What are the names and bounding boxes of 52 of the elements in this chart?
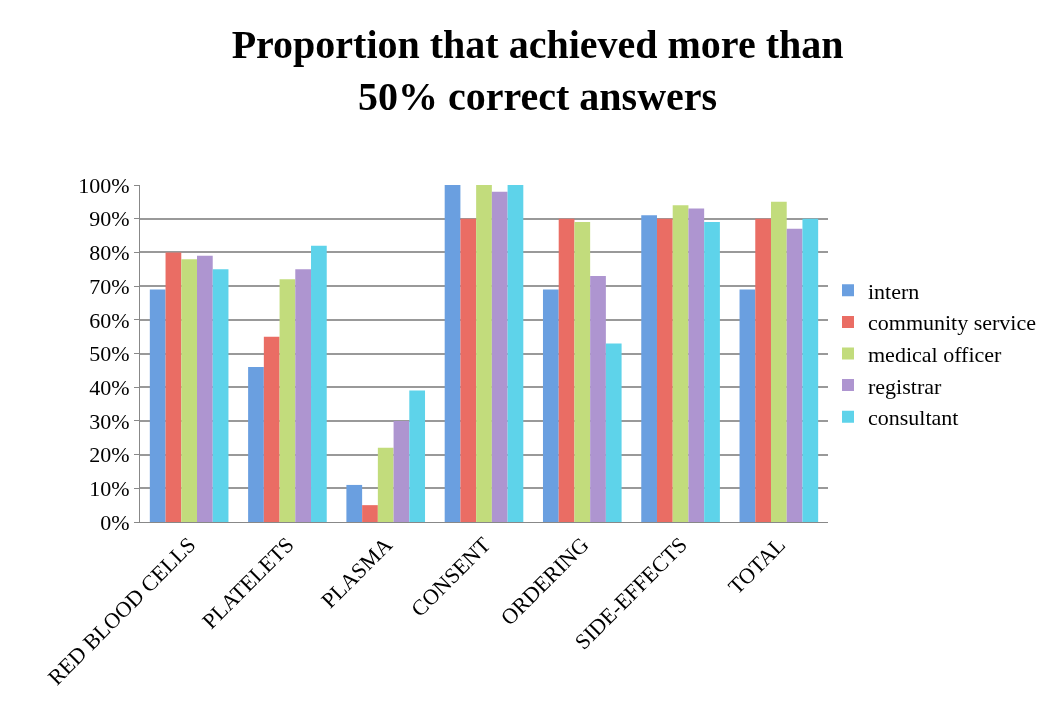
bar <box>491 191 508 522</box>
bar <box>672 205 689 522</box>
bar <box>165 252 182 522</box>
y-tick-label: 70% <box>89 273 130 299</box>
y-tick-label: 10% <box>89 476 130 501</box>
bar <box>656 218 673 522</box>
bar <box>786 228 803 522</box>
y-tick-label: 50% <box>89 341 130 367</box>
bar <box>295 269 312 522</box>
bar <box>704 222 720 522</box>
legend-label: medical officer <box>868 342 1003 368</box>
bar <box>409 390 426 522</box>
bar <box>181 259 198 522</box>
legend-label: community service <box>868 310 1037 336</box>
bar <box>460 218 477 522</box>
bar <box>311 245 327 522</box>
y-tick-label: 90% <box>89 206 130 232</box>
y-tick-label: 60% <box>89 307 130 333</box>
bar <box>802 218 819 522</box>
bar <box>507 185 524 522</box>
y-tick-label: 0% <box>100 509 130 535</box>
bar <box>377 447 394 522</box>
bar <box>279 279 296 522</box>
bar <box>688 208 705 522</box>
legend-label: registrar <box>868 373 942 399</box>
y-tick-label: 20% <box>89 442 130 468</box>
bar <box>346 484 363 522</box>
bar <box>362 505 378 522</box>
y-tick-label: 30% <box>89 408 130 434</box>
bar <box>212 269 229 522</box>
bar <box>476 185 492 522</box>
bar <box>605 343 622 522</box>
bar <box>590 275 606 522</box>
y-tick-label: 100% <box>78 172 130 198</box>
bar <box>574 222 591 522</box>
bar <box>444 185 461 522</box>
bar <box>739 289 756 522</box>
legend-label: consultant <box>868 405 959 431</box>
bar <box>770 201 787 522</box>
bar <box>248 366 264 522</box>
bar <box>149 289 166 522</box>
bar <box>542 289 559 522</box>
bar <box>393 420 410 522</box>
bar <box>755 218 771 522</box>
chart-title: Proportion that achieved more than 50% correct answers <box>231 21 844 119</box>
legend-label: intern <box>868 278 920 304</box>
y-tick-label: 80% <box>89 240 130 266</box>
bar <box>641 215 657 522</box>
bar <box>263 336 280 522</box>
y-tick-label: 40% <box>89 374 130 400</box>
bar <box>197 255 213 522</box>
bar <box>558 218 575 522</box>
